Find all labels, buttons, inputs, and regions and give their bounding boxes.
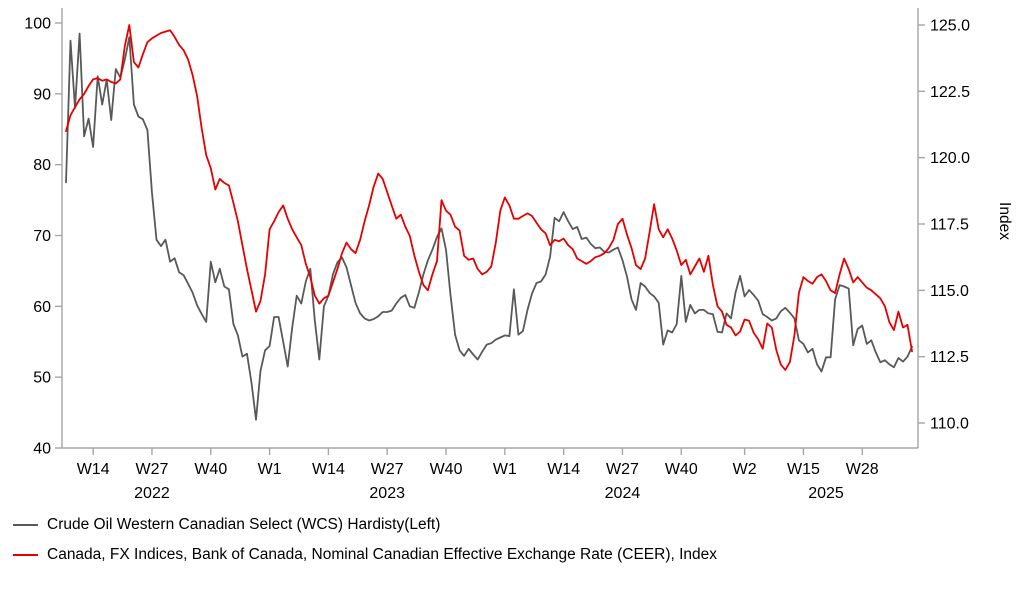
x-axis-tick-label: W14 xyxy=(547,461,580,478)
left-axis-tick-label: 50 xyxy=(33,370,51,387)
x-axis-year-label: 2022 xyxy=(134,485,170,502)
x-axis-year-label: 2024 xyxy=(605,485,641,502)
left-axis-tick-label: 90 xyxy=(33,86,51,103)
x-axis-tick-label: W40 xyxy=(430,461,463,478)
x-axis-tick-label: W27 xyxy=(136,461,169,478)
right-axis-tick-label: 112.5 xyxy=(930,349,969,366)
x-axis-year-label: 2023 xyxy=(369,485,405,502)
x-axis-tick-label: W27 xyxy=(371,461,404,478)
right-axis-tick-label: 110.0 xyxy=(930,416,969,433)
x-axis-tick-label: W14 xyxy=(77,461,110,478)
wcs-legend-dash-icon xyxy=(13,523,38,526)
right-axis-title: Index xyxy=(996,202,1013,240)
x-axis-tick-label: W1 xyxy=(258,461,282,478)
ceer-legend-dash-icon xyxy=(13,553,38,556)
right-axis-tick-label: 125.0 xyxy=(930,18,970,35)
ceer-line xyxy=(65,24,913,371)
x-axis-tick-label: W28 xyxy=(846,461,879,478)
x-axis-year-label: 2025 xyxy=(808,485,844,502)
x-axis-tick-label: W40 xyxy=(665,461,698,478)
dual-axis-line-chart: 100 90 80 70 60 50 40 125.0 122.5 120.0 117.5 115.0… xyxy=(24,8,1013,502)
right-axis-tick-label: 122.5 xyxy=(930,84,970,101)
left-axis-tick-label: 40 xyxy=(33,441,51,458)
chart-legend: Crude Oil Western Canadian Select (WCS) … xyxy=(13,514,717,565)
right-axis-tick-label: 117.5 xyxy=(930,217,969,234)
x-axis-tick-label: W14 xyxy=(312,461,345,478)
left-axis-tick-label: 100 xyxy=(24,16,51,33)
x-axis-tick-label: W15 xyxy=(787,461,820,478)
legend-item-ceer: Canada, FX Indices, Bank of Canada, Nomi… xyxy=(13,544,717,565)
ceer-legend-label: Canada, FX Indices, Bank of Canada, Nomi… xyxy=(47,546,718,563)
x-axis-tick-label: W1 xyxy=(493,461,517,478)
wcs-line xyxy=(65,32,913,421)
left-axis-tick-label: 60 xyxy=(33,299,51,316)
right-axis-tick-label: 120.0 xyxy=(930,150,970,167)
right-axis-tick-label: 115.0 xyxy=(930,283,969,300)
left-axis-tick-label: 80 xyxy=(33,157,51,174)
left-axis-tick-label: 70 xyxy=(33,228,51,245)
x-axis-tick-label: W40 xyxy=(194,461,227,478)
legend-item-wcs: Crude Oil Western Canadian Select (WCS) … xyxy=(13,514,717,535)
x-axis-tick-label: W2 xyxy=(733,461,757,478)
x-axis-tick-label: W27 xyxy=(606,461,639,478)
wcs-legend-label: Crude Oil Western Canadian Select (WCS) … xyxy=(47,516,441,533)
